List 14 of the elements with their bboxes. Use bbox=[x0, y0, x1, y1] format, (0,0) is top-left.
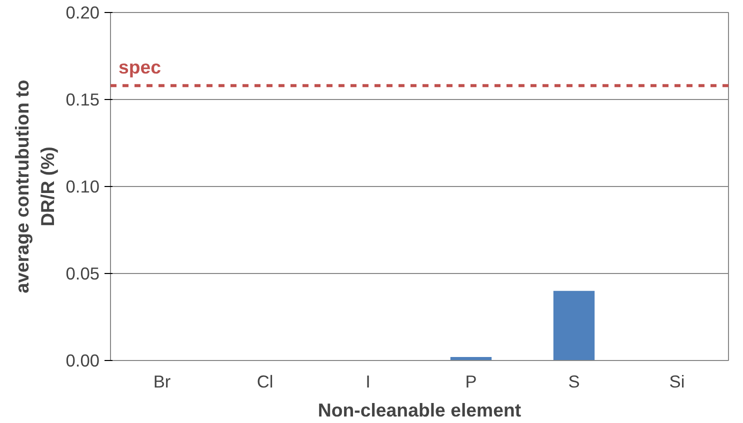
x-axis-title: Non-cleanable element bbox=[318, 400, 522, 420]
y-tick-label: 0.15 bbox=[66, 90, 100, 110]
x-tick-label: P bbox=[465, 372, 477, 392]
x-tick-label: Cl bbox=[256, 372, 274, 392]
y-tick-label: 0.10 bbox=[66, 176, 100, 196]
x-tick-label: Si bbox=[669, 372, 685, 392]
y-tick-label: 0.00 bbox=[66, 350, 100, 370]
y-tick-label: 0.20 bbox=[66, 2, 100, 22]
x-tick-label: Br bbox=[153, 372, 171, 392]
y-axis-title: average contrubution to DR/R (%) bbox=[12, 80, 58, 294]
y-tick-label: 0.05 bbox=[66, 264, 100, 284]
x-tick-label: I bbox=[366, 372, 370, 392]
ref-line-label: spec bbox=[118, 56, 162, 78]
x-tick-label: S bbox=[568, 372, 580, 392]
